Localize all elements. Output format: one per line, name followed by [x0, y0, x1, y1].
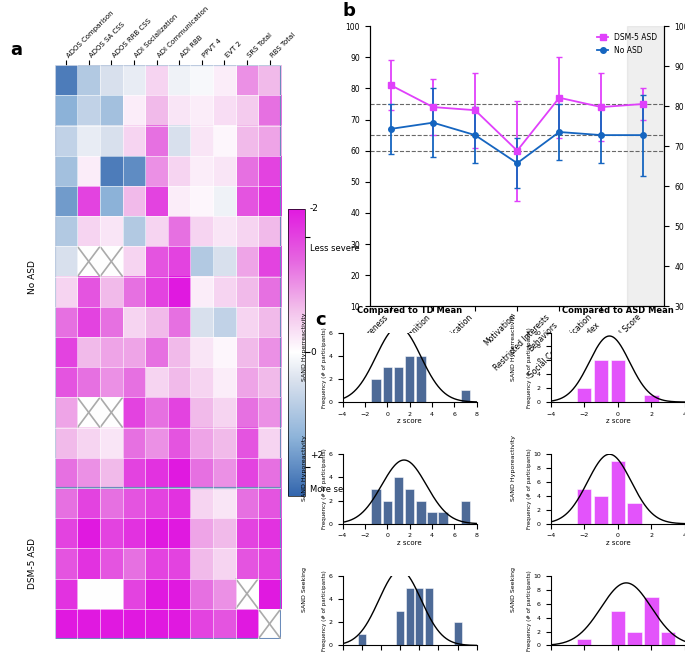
Text: Less severe: Less severe: [310, 244, 360, 254]
X-axis label: z score: z score: [606, 418, 630, 424]
Bar: [645, 597, 658, 645]
Bar: [611, 611, 625, 645]
Y-axis label: Frequency (# of participants): Frequency (# of participants): [527, 327, 532, 408]
Text: SAND Seeking: SAND Seeking: [302, 567, 308, 612]
Text: 0: 0: [310, 348, 316, 357]
Y-axis label: Frequency (# of participants): Frequency (# of participants): [323, 570, 327, 651]
Text: SAND Hyperreactivity: SAND Hyperreactivity: [302, 312, 308, 381]
Text: No ASD: No ASD: [27, 259, 37, 293]
Bar: [577, 388, 591, 402]
Y-axis label: Frequency (# of participants): Frequency (# of participants): [323, 449, 327, 529]
Bar: [461, 391, 471, 402]
Bar: [371, 379, 381, 402]
Bar: [382, 501, 392, 524]
Text: a: a: [10, 40, 23, 59]
Y-axis label: Frequency (# of participants): Frequency (# of participants): [323, 327, 327, 408]
Bar: [645, 395, 658, 402]
Bar: [594, 361, 608, 402]
Y-axis label: Frequency (# of participants): Frequency (# of participants): [527, 449, 532, 529]
Text: SAND Seeking: SAND Seeking: [510, 567, 516, 612]
Text: More sev…: More sev…: [310, 485, 357, 494]
Bar: [382, 367, 392, 402]
Bar: [461, 501, 471, 524]
Bar: [453, 622, 462, 645]
Bar: [661, 632, 675, 645]
X-axis label: z score: z score: [606, 540, 630, 546]
X-axis label: z score: z score: [397, 540, 422, 546]
Bar: [425, 587, 433, 645]
Bar: [627, 26, 669, 306]
X-axis label: z score: z score: [397, 418, 422, 424]
Bar: [594, 496, 608, 524]
Text: +2: +2: [310, 451, 323, 460]
Bar: [416, 501, 425, 524]
Bar: [394, 367, 403, 402]
Y-axis label: Frequency (# of participants): Frequency (# of participants): [527, 570, 532, 651]
Bar: [405, 489, 414, 524]
Bar: [577, 489, 591, 524]
Bar: [627, 503, 642, 524]
Bar: [415, 587, 423, 645]
Text: SAND Hyporeactivity: SAND Hyporeactivity: [510, 435, 516, 501]
Bar: [627, 632, 642, 645]
Bar: [416, 356, 425, 402]
Bar: [406, 587, 414, 645]
Bar: [427, 512, 437, 524]
Bar: [438, 512, 448, 524]
Text: b: b: [342, 1, 356, 20]
Bar: [371, 489, 381, 524]
Bar: [394, 477, 403, 524]
Legend: DSM-5 ASD, No ASD: DSM-5 ASD, No ASD: [594, 30, 660, 58]
Text: DSM-5 ASD: DSM-5 ASD: [27, 538, 37, 589]
Text: c: c: [315, 311, 326, 329]
Bar: [396, 611, 404, 645]
Text: SAND Hyperreactivity: SAND Hyperreactivity: [510, 312, 516, 381]
Bar: [358, 634, 366, 645]
Bar: [405, 356, 414, 402]
Text: -2: -2: [310, 204, 319, 213]
Bar: [577, 638, 591, 645]
Title: Compared to ASD Mean: Compared to ASD Mean: [562, 306, 674, 315]
Text: SAND Hyporeactivity: SAND Hyporeactivity: [302, 435, 308, 501]
Bar: [611, 361, 625, 402]
Bar: [611, 461, 625, 524]
Title: Compared to TD Mean: Compared to TD Mean: [357, 306, 462, 315]
